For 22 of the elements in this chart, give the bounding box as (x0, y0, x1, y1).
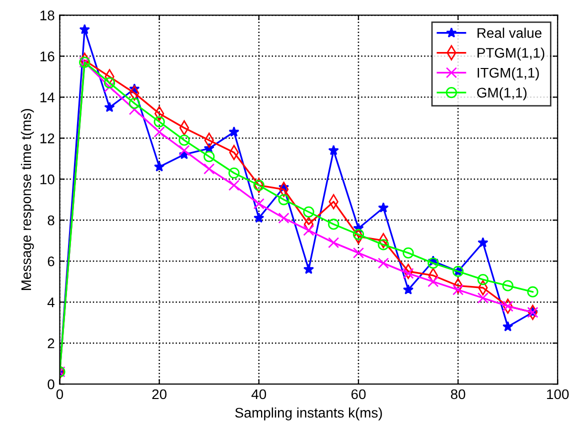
x-tick-label: 40 (251, 389, 266, 400)
legend-label: ITGM(1,1) (478, 67, 539, 80)
y-tick-label: 2 (48, 338, 54, 348)
legend-label: GM(1,1) (477, 87, 527, 100)
y-tick-label: 6 (48, 256, 54, 266)
y-tick-label: 14 (40, 92, 54, 102)
y-tick-label: 8 (48, 215, 54, 226)
x-tick-label: 60 (351, 389, 366, 400)
y-tick-label: 0 (48, 379, 54, 390)
x-tick-label: 20 (152, 389, 166, 400)
x-tick-label: 80 (450, 389, 466, 400)
x-tick-label: 100 (547, 389, 569, 400)
legend-label: Real value (478, 28, 542, 38)
y-tick-label: 12 (40, 133, 54, 144)
x-axis-title: Sampling instants k(ms) (235, 407, 382, 420)
y-tick-label: 10 (40, 174, 54, 184)
y-axis-title: Message response time t(ms) (20, 109, 34, 290)
y-tick-label: 4 (47, 298, 54, 308)
x-tick-label: 0 (56, 389, 64, 400)
legend-label: PTGM(1,1) (478, 48, 544, 61)
y-tick-label: 18 (40, 10, 54, 20)
y-tick-label: 16 (40, 52, 54, 62)
